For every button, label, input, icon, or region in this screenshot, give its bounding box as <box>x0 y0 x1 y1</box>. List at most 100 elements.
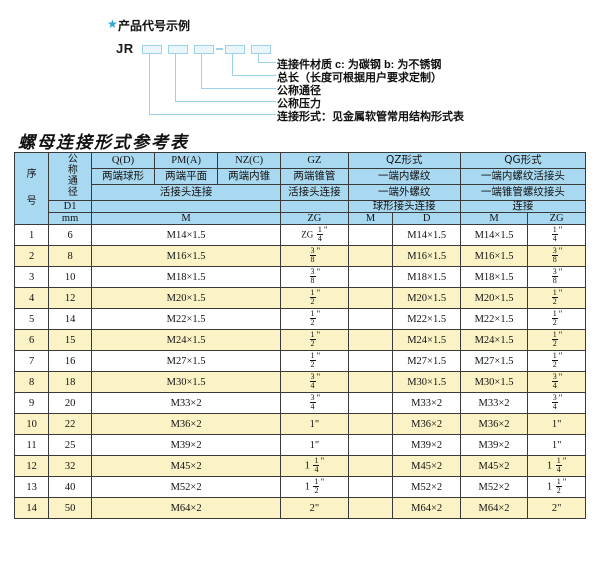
cell-qz-m <box>347 266 394 289</box>
cell-qz-d: M36×2 <box>392 413 461 436</box>
code-prefix: JR <box>116 41 134 56</box>
cell-nominal-diameter: 32 <box>48 455 92 478</box>
cell-seq: 11 <box>13 434 50 457</box>
cell-qg-m: M30×1.5 <box>459 371 529 394</box>
cell-qz-d: M27×1.5 <box>392 350 461 373</box>
code-dash <box>216 48 223 50</box>
nut-connection-spec-table: 序 号 公称通径 Q(D) PM(A) NZ(C) GZ QZ形式 QG形式 两… <box>13 151 587 520</box>
cell-qz-d: M33×2 <box>392 392 461 415</box>
cell-qg-m: M64×2 <box>459 497 529 520</box>
leader-line-3-horizontal <box>201 88 276 89</box>
header-conn-gz: 活接头连接 <box>280 183 349 202</box>
header-group-nzc: NZ(C) <box>217 152 282 169</box>
cell-gz-zg: 1 2 " <box>280 308 349 331</box>
cell-qz-d: M22×1.5 <box>392 308 461 331</box>
cell-thread-m: M27×1.5 <box>90 350 282 373</box>
cell-qg-m: M24×1.5 <box>459 329 529 352</box>
cell-thread-m: M14×1.5 <box>90 224 282 247</box>
header-group-qg: QG形式 <box>459 152 587 169</box>
leader-line-1-horizontal <box>149 114 276 115</box>
header-unit-m-qg: M <box>459 212 529 226</box>
cell-gz-zg: 1 2 " <box>280 350 349 373</box>
header-group-pma: PM(A) <box>154 152 219 169</box>
cell-qz-m <box>347 392 394 415</box>
header-row-group: 序 号 公称通径 Q(D) PM(A) NZ(C) GZ QZ形式 QG形式 <box>13 151 587 226</box>
cell-qg-m: M27×1.5 <box>459 350 529 373</box>
cell-qz-m <box>347 224 394 247</box>
cell-thread-m: M36×2 <box>90 413 282 436</box>
table-body: 1 6 M14×1.5 ZG 1 4 " M14×1.5 M14×1.5 1 4 " 2 8 M16×1.… <box>13 224 586 520</box>
cell-qg-zg: 3 4 " <box>527 392 586 415</box>
table-row: 14 50 M64×2 2" M64×2 M64×2 2" <box>13 497 586 520</box>
cell-seq: 2 <box>13 245 50 268</box>
header-seq-char1: 序 <box>26 169 37 181</box>
cell-seq: 1 <box>13 224 50 247</box>
header-unit-m-qz: M <box>347 212 394 226</box>
leader-line-4-horizontal <box>232 75 276 76</box>
cell-qg-zg: 1 2 " <box>527 308 586 331</box>
cell-qz-m <box>347 245 394 268</box>
header-group-gz: GZ <box>280 152 349 169</box>
table-row: 4 12 M20×1.5 1 2 " M20×1.5 M20×1.5 1 2 " <box>13 287 586 310</box>
cell-seq: 7 <box>13 350 50 373</box>
cell-qg-m: M20×1.5 <box>459 287 529 310</box>
leader-line-3-vertical <box>201 54 202 89</box>
table-row: 2 8 M16×1.5 3 8 " M16×1.5 M16×1.5 3 8 " <box>13 245 586 268</box>
diagram-label-length: 总长（长度可根据用户要求定制） <box>277 72 442 84</box>
header-nominal-diameter-label: 公称通径 <box>65 153 77 197</box>
cell-thread-m: M22×1.5 <box>90 308 282 331</box>
code-box-1 <box>142 45 162 54</box>
cell-qg-m: M33×2 <box>459 392 529 415</box>
cell-thread-m: M39×2 <box>90 434 282 457</box>
header-row-connection: 活接头连接 活接头连接 一端外螺纹 一端锥管螺纹接头 <box>15 183 587 202</box>
cell-qz-m <box>347 308 394 331</box>
cell-thread-m: M24×1.5 <box>90 329 282 352</box>
leader-line-4-vertical <box>232 54 233 76</box>
cell-qg-m: M22×1.5 <box>459 308 529 331</box>
cell-gz-zg: 1 1 4 " <box>280 455 349 478</box>
diagram-label-nominal-dia: 公称通径 <box>277 85 321 97</box>
cell-nominal-diameter: 50 <box>48 497 92 520</box>
header-shape-nzc: 两端内锥 <box>217 168 282 185</box>
cell-nominal-diameter: 22 <box>48 413 92 436</box>
code-box-5 <box>251 45 271 54</box>
cell-gz-zg: 3 4 " <box>280 392 349 415</box>
cell-qz-m <box>347 329 394 352</box>
leader-line-2-vertical <box>175 54 176 102</box>
cell-nominal-diameter: 15 <box>48 329 92 352</box>
cell-qg-zg: 3 8 " <box>527 245 586 268</box>
header-unit-m-left: M <box>90 212 282 226</box>
cell-thread-m: M16×1.5 <box>90 245 282 268</box>
table-row: 10 22 M36×2 1" M36×2 M36×2 1" <box>13 413 586 436</box>
cell-seq: 14 <box>13 497 50 520</box>
cell-thread-m: M18×1.5 <box>90 266 282 289</box>
cell-nominal-diameter: 14 <box>48 308 92 331</box>
header-shape-qd: 两端球形 <box>90 168 156 185</box>
cell-gz-zg: 1" <box>280 413 349 436</box>
cell-gz-zg: 3 8 " <box>280 245 349 268</box>
diagram-label-nominal-pressure: 公称压力 <box>277 98 321 110</box>
cell-qg-m: M39×2 <box>459 434 529 457</box>
cell-thread-m: M33×2 <box>90 392 282 415</box>
leader-line-1-vertical <box>149 54 150 115</box>
cell-qz-m <box>347 455 394 478</box>
cell-seq: 9 <box>13 392 50 415</box>
cell-qg-zg: 3 8 " <box>527 266 586 289</box>
cell-thread-m: M64×2 <box>90 497 282 520</box>
cell-seq: 13 <box>13 476 50 499</box>
cell-qg-zg: 1 4 " <box>527 224 586 247</box>
cell-qg-m: M18×1.5 <box>459 266 529 289</box>
cell-seq: 4 <box>13 287 50 310</box>
cell-gz-zg: 1 2 " <box>280 329 349 352</box>
header-d1: D1 <box>48 200 92 214</box>
header-blank-left <box>90 200 282 214</box>
cell-thread-m: M30×1.5 <box>90 371 282 394</box>
header-seq: 序 号 <box>13 151 50 226</box>
cell-gz-zg: 2" <box>280 497 349 520</box>
cell-qz-m <box>347 413 394 436</box>
cell-qz-d: M64×2 <box>392 497 461 520</box>
cell-nominal-diameter: 10 <box>48 266 92 289</box>
header-unit-mm: mm <box>48 212 92 226</box>
header-unit-d-qz: D <box>392 212 461 226</box>
